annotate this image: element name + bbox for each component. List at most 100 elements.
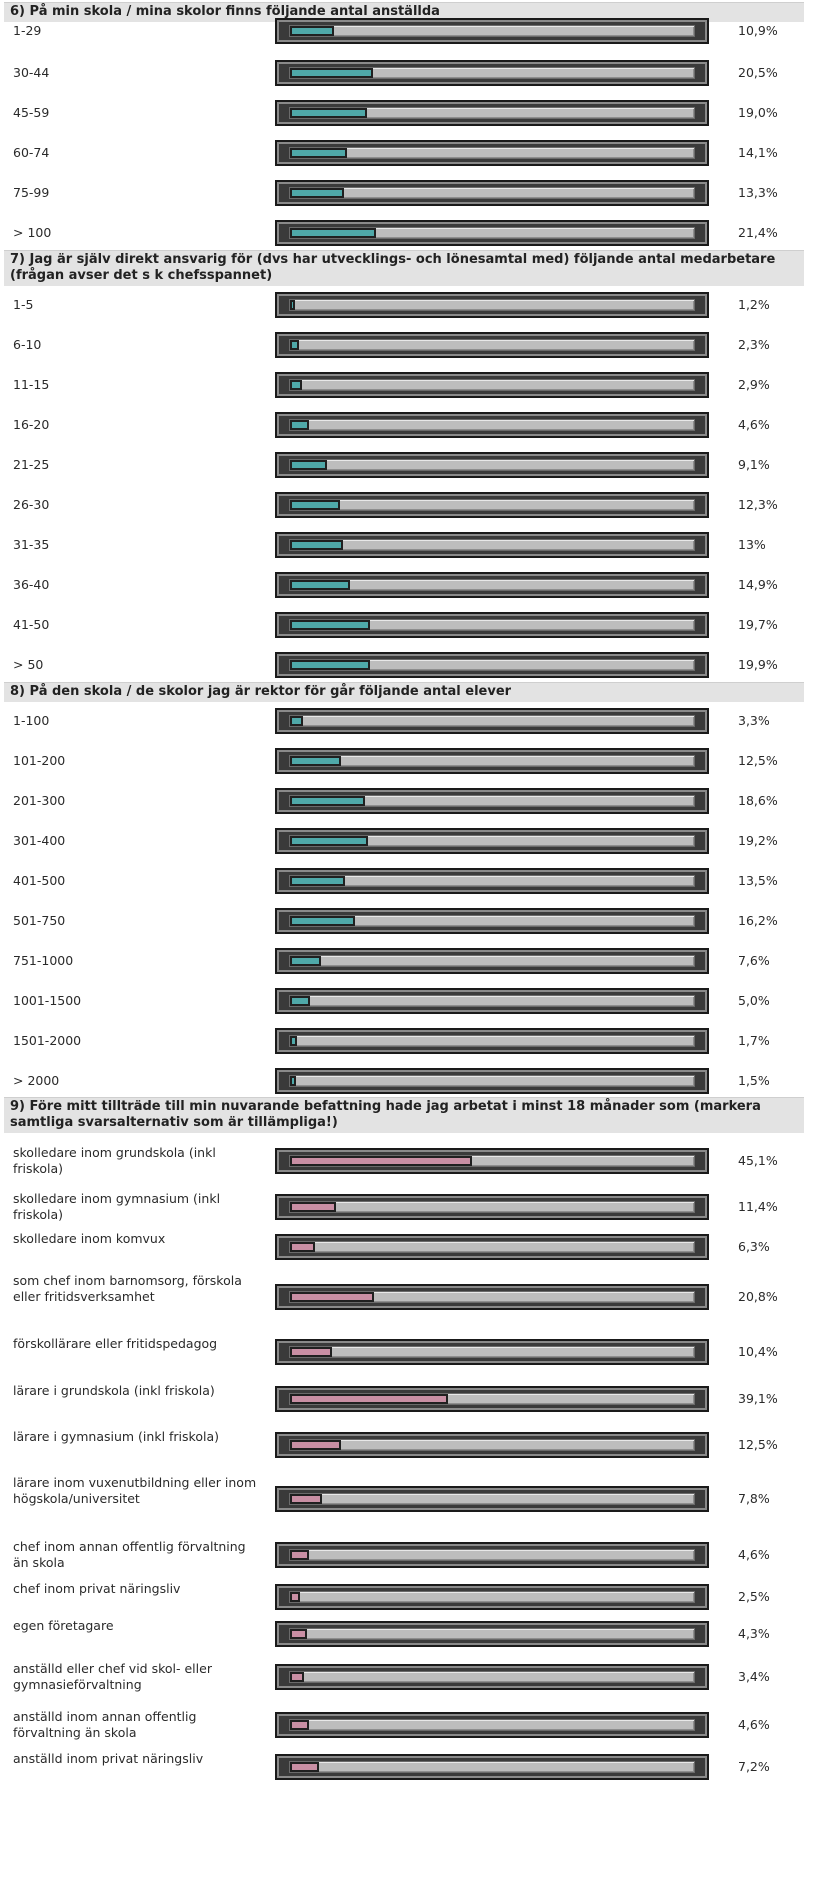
- answer-label: 31-35: [13, 537, 50, 552]
- answer-label: 11-15: [13, 377, 50, 392]
- percent-label: 14,9%: [738, 577, 778, 592]
- answer-label: 1-5: [13, 297, 34, 312]
- bar-track: [289, 875, 695, 887]
- answer-label: lärare i gymnasium (inkl friskola): [13, 1429, 219, 1444]
- answer-row: 36-40 14,9%: [0, 572, 815, 598]
- bar-frame: [275, 1712, 709, 1738]
- bar-frame: [275, 948, 709, 974]
- bar-fill: [290, 300, 295, 310]
- bar-fill: [290, 1550, 309, 1560]
- bar-track: [289, 459, 695, 471]
- answer-label: anställd eller chef vid skol- eller gymn…: [13, 1661, 212, 1692]
- percent-label: 13,3%: [738, 185, 778, 200]
- bar-fill: [290, 716, 304, 726]
- bar-frame: [275, 412, 709, 438]
- answer-row: 1-5 1,2%: [0, 292, 815, 318]
- bar-frame: [275, 868, 709, 894]
- answer-row: 60-74 14,1%: [0, 140, 815, 166]
- percent-label: 14,1%: [738, 145, 778, 160]
- answer-label: 751-1000: [13, 953, 74, 968]
- bar-fill: [290, 580, 351, 590]
- answer-row: 30-44 20,5%: [0, 60, 815, 86]
- bar-fill: [290, 1202, 337, 1212]
- answer-row: 75-99 13,3%: [0, 180, 815, 206]
- answer-label: 201-300: [13, 793, 66, 808]
- answer-row: 401-500 13,5%: [0, 868, 815, 894]
- bar-fill: [290, 796, 366, 806]
- percent-label: 13,5%: [738, 873, 778, 888]
- bar-fill: [290, 1076, 297, 1086]
- bar-fill: [290, 188, 344, 198]
- bar-frame: [275, 1194, 709, 1220]
- bar-frame: [275, 1284, 709, 1310]
- answer-label: skolledare inom gymnasium (inkl friskola…: [13, 1191, 221, 1222]
- bar-frame: [275, 372, 709, 398]
- bar-frame: [275, 18, 709, 44]
- bar-track: [289, 147, 695, 159]
- answer-label: 1-100: [13, 713, 50, 728]
- percent-label: 18,6%: [738, 793, 778, 808]
- percent-label: 19,9%: [738, 657, 778, 672]
- bar-fill: [290, 1292, 375, 1302]
- bar-frame: [275, 1028, 709, 1054]
- bar-track: [289, 187, 695, 199]
- bar-track: [289, 1719, 695, 1731]
- percent-label: 4,6%: [738, 1547, 770, 1562]
- percent-label: 4,6%: [738, 417, 770, 432]
- answer-row: 11-15 2,9%: [0, 372, 815, 398]
- bar-track: [289, 227, 695, 239]
- answer-row: 31-35 13%: [0, 532, 815, 558]
- bar-track: [289, 1155, 695, 1167]
- bar-track: [289, 1201, 695, 1213]
- percent-label: 12,3%: [738, 497, 778, 512]
- percent-label: 1,5%: [738, 1073, 770, 1088]
- answer-row: 21-25 9,1%: [0, 452, 815, 478]
- bar-frame: [275, 1542, 709, 1568]
- bar-frame: [275, 828, 709, 854]
- bar-fill: [290, 836, 368, 846]
- bar-fill: [290, 108, 367, 118]
- bar-track: [289, 795, 695, 807]
- bar-track: [289, 499, 695, 511]
- bar-frame: [275, 572, 709, 598]
- answer-label: 45-59: [13, 105, 50, 120]
- question-heading: 8) På den skola / de skolor jag är rekto…: [4, 682, 804, 702]
- bar-fill: [290, 1440, 341, 1450]
- answer-row: 26-30 12,3%: [0, 492, 815, 518]
- bar-track: [289, 1549, 695, 1561]
- answer-row: 16-20 4,6%: [0, 412, 815, 438]
- answer-row: 301-400 19,2%: [0, 828, 815, 854]
- bar-frame: [275, 788, 709, 814]
- bar-track: [289, 619, 695, 631]
- bar-track: [289, 755, 695, 767]
- answer-label: 501-750: [13, 913, 66, 928]
- bar-frame: [275, 1664, 709, 1690]
- bar-frame: [275, 612, 709, 638]
- answer-row: skolledare inom gymnasium (inkl friskola…: [0, 1185, 815, 1229]
- answer-row: 1501-2000 1,7%: [0, 1028, 815, 1054]
- bar-frame: [275, 1584, 709, 1610]
- bar-fill: [290, 956, 321, 966]
- bar-track: [289, 835, 695, 847]
- bar-fill: [290, 68, 373, 78]
- percent-label: 19,0%: [738, 105, 778, 120]
- bar-track: [289, 659, 695, 671]
- percent-label: 20,5%: [738, 65, 778, 80]
- bar-frame: [275, 1234, 709, 1260]
- answer-label: 36-40: [13, 577, 50, 592]
- question-heading: 7) Jag är själv direkt ansvarig för (dvs…: [4, 250, 804, 286]
- answer-label: 101-200: [13, 753, 66, 768]
- answer-label: 75-99: [13, 185, 50, 200]
- percent-label: 20,8%: [738, 1289, 778, 1304]
- percent-label: 7,6%: [738, 953, 770, 968]
- answer-label: 401-500: [13, 873, 66, 888]
- bar-frame: [275, 1432, 709, 1458]
- bar-fill: [290, 1629, 308, 1639]
- bar-frame: [275, 1148, 709, 1174]
- bar-fill: [290, 1720, 309, 1730]
- bar-fill: [290, 1347, 333, 1357]
- bar-track: [289, 1591, 695, 1603]
- answer-row: anställd eller chef vid skol- eller gymn…: [0, 1655, 815, 1699]
- answer-row: 1-29 10,9%: [0, 18, 815, 44]
- percent-label: 19,2%: [738, 833, 778, 848]
